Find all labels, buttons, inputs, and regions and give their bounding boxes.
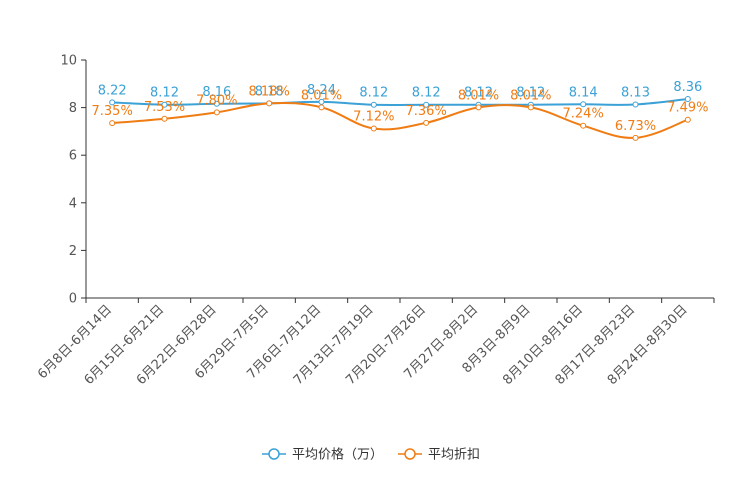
price-point[interactable]	[109, 99, 116, 106]
data-labels: 8.22 8.12 8.16 8.18 8.24 8.12 8.12 8.12 8.12 8.14…	[92, 80, 709, 134]
discount-data-label: 8.01%	[510, 88, 551, 103]
y-tick-label: 8	[69, 101, 77, 116]
x-axis-ticks: 6月8日-6月14日6月15日-6月21日6月22日-6月28日6月29日-7月…	[35, 298, 715, 388]
discount-data-label: 7.49%	[667, 101, 708, 116]
discount-point[interactable]	[527, 104, 534, 111]
discount-point[interactable]	[266, 100, 273, 107]
legend-item-price[interactable]: 平均价格（万）	[262, 447, 383, 463]
y-axis-ticks: 0 2 4 6 8 10	[60, 54, 86, 307]
discount-data-label: 8.01%	[301, 88, 342, 103]
y-tick-label: 4	[69, 196, 77, 211]
price-data-label: 8.13	[621, 86, 650, 101]
price-data-label: 8.36	[673, 80, 702, 95]
chart-series	[109, 96, 691, 141]
y-tick-label: 0	[69, 292, 77, 307]
discount-data-label: 7.35%	[92, 104, 133, 119]
price-point[interactable]	[370, 101, 377, 108]
chart-legend[interactable]: 平均价格（万） 平均折扣	[262, 447, 480, 463]
discount-point[interactable]	[318, 104, 325, 111]
discount-point[interactable]	[423, 119, 430, 126]
price-data-label: 8.22	[98, 83, 127, 98]
discount-data-label: 8.01%	[458, 88, 499, 103]
legend-marker-icon	[404, 448, 416, 460]
price-data-label: 8.24	[307, 83, 336, 98]
discount-point[interactable]	[632, 134, 639, 141]
price-data-label: 8.12	[359, 86, 388, 101]
price-data-label: 8.12	[516, 86, 545, 101]
y-tick-label: 10	[60, 54, 77, 69]
price-point[interactable]	[632, 101, 639, 108]
discount-series-line	[112, 101, 689, 139]
price-data-label: 8.12	[412, 86, 441, 101]
discount-data-label: 6.73%	[615, 119, 656, 134]
y-tick-label: 2	[69, 244, 77, 259]
discount-point[interactable]	[370, 125, 377, 132]
chart-axes	[85, 60, 714, 299]
discount-data-label: 7.24%	[563, 107, 604, 122]
discount-data-label: 7.12%	[353, 110, 394, 125]
discount-point[interactable]	[109, 120, 116, 127]
price-data-label: 8.16	[202, 85, 231, 100]
discount-point[interactable]	[580, 122, 587, 129]
price-data-label: 8.18	[255, 84, 284, 99]
discount-data-label: 8.18%	[249, 84, 290, 99]
price-data-label: 8.12	[150, 86, 179, 101]
price-point[interactable]	[580, 101, 587, 108]
legend-label: 平均折扣	[428, 448, 480, 463]
discount-data-label: 7.80%	[196, 93, 237, 108]
price-data-label: 8.12	[464, 86, 493, 101]
legend-marker-icon	[268, 448, 280, 460]
discount-point[interactable]	[213, 109, 220, 116]
price-point[interactable]	[161, 101, 168, 108]
legend-item-discount[interactable]: 平均折扣	[398, 448, 480, 463]
price-point[interactable]	[213, 100, 220, 107]
discount-point[interactable]	[161, 115, 168, 122]
price-series-line	[112, 98, 688, 106]
price-point[interactable]	[423, 101, 430, 108]
discount-data-label: 7.53%	[144, 100, 185, 115]
discount-point[interactable]	[475, 104, 482, 111]
discount-data-label: 7.36%	[406, 104, 447, 119]
legend-label: 平均价格（万）	[292, 447, 383, 463]
price-point[interactable]	[684, 96, 691, 103]
discount-point[interactable]	[684, 116, 691, 123]
y-tick-label: 6	[69, 149, 77, 164]
price-data-label: 8.14	[569, 85, 598, 100]
